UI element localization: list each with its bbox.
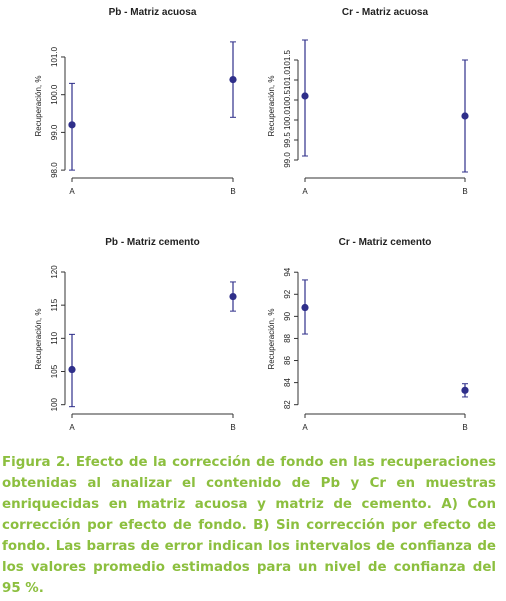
y-tick-label: 90	[283, 311, 292, 320]
y-tick-label: 99.0	[283, 152, 292, 168]
x-tick-label: B	[230, 423, 235, 432]
x-tick-label: A	[69, 423, 75, 432]
x-tick-label: B	[462, 187, 467, 196]
point	[301, 303, 309, 312]
y-tick-label: 86	[283, 356, 292, 365]
point	[461, 386, 469, 394]
x-tick-label: A	[302, 187, 308, 196]
point	[229, 292, 237, 301]
chart-title: Pb - Matriz cemento	[105, 237, 199, 248]
point	[68, 365, 76, 374]
y-tick-label: 82	[283, 400, 292, 409]
y-tick-label: 100	[50, 397, 59, 411]
y-tick-label: 100.5	[283, 89, 292, 110]
y-axis-label: Recuperación, %	[34, 76, 43, 137]
point	[461, 112, 469, 120]
y-tick-label: 94	[283, 267, 292, 276]
y-tick-label: 92	[283, 289, 292, 298]
chart-title: Cr - Matriz cemento	[339, 237, 432, 248]
y-tick-label: 98.0	[50, 162, 59, 178]
point	[229, 76, 237, 84]
y-tick-label: 100.0	[50, 84, 59, 105]
chart-title: Cr - Matriz acuosa	[342, 7, 429, 18]
x-tick-label: A	[302, 423, 308, 432]
x-tick-label: B	[230, 187, 235, 196]
y-tick-label: 100.0	[283, 109, 292, 130]
x-tick-label: A	[69, 187, 75, 196]
y-axis-label: Recuperación, %	[267, 76, 276, 137]
chart-title: Pb - Matriz acuosa	[109, 7, 197, 18]
y-tick-label: 120	[50, 265, 59, 279]
x-tick-label: B	[462, 423, 467, 432]
y-tick-label: 101.0	[283, 69, 292, 90]
y-tick-label: 99.5	[283, 132, 292, 148]
point	[68, 121, 76, 129]
y-tick-label: 101.0	[50, 46, 59, 67]
y-axis-label: Recuperación, %	[267, 309, 276, 370]
point	[301, 92, 309, 100]
y-tick-label: 115	[50, 298, 59, 311]
charts: 98.0 99.0 100.0 101.0 A B Recuperación, % Pb - …	[34, 7, 469, 432]
y-tick-label: 105	[50, 364, 59, 378]
y-axis-label: Recuperación, %	[34, 309, 43, 370]
y-tick-label: 88	[283, 333, 292, 342]
y-tick-label: 101.5	[283, 49, 292, 70]
y-tick-label: 99.0	[50, 124, 59, 140]
caption: Figura 2. Efecto de la corrección de fon…	[2, 455, 496, 596]
y-tick-label: 84	[283, 378, 292, 387]
y-tick-label: 110	[50, 331, 59, 344]
